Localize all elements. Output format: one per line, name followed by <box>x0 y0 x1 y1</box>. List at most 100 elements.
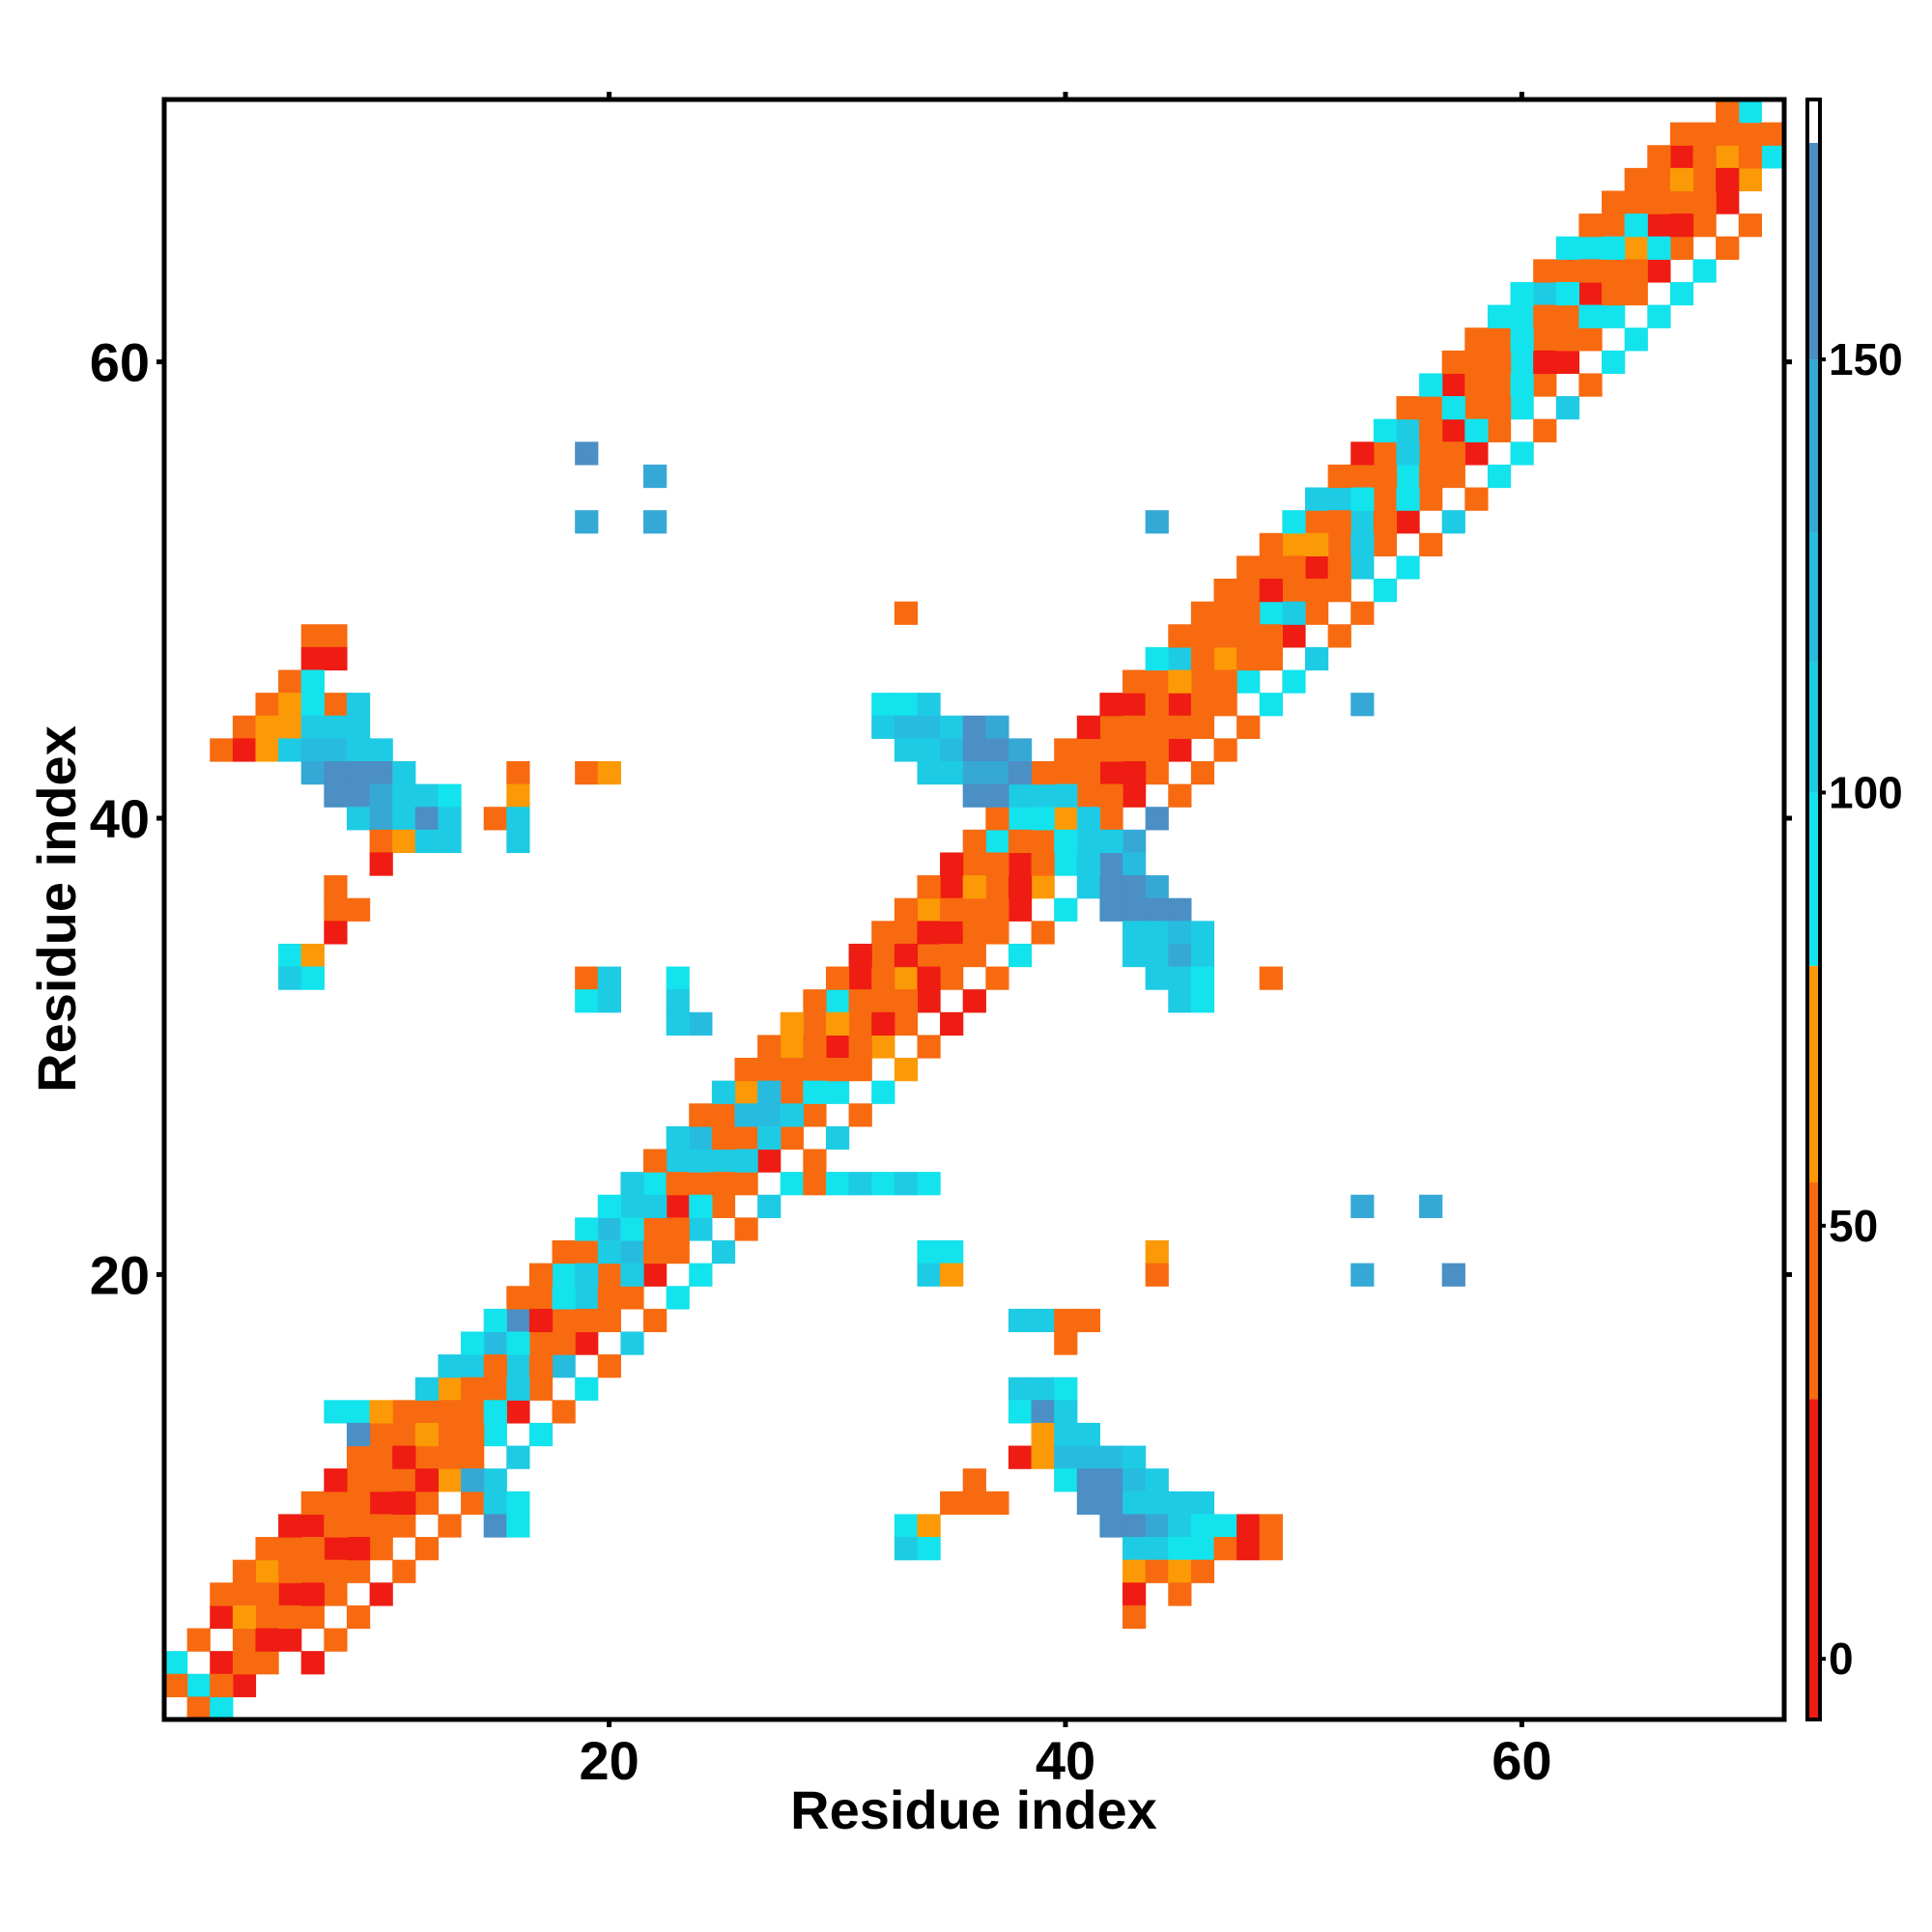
heatmap-cell <box>871 921 895 945</box>
y-tick-label-40: 40 <box>90 788 150 849</box>
heatmap-cell <box>1213 624 1237 648</box>
heatmap-cell <box>1602 190 1626 214</box>
heatmap-cell <box>1647 304 1671 328</box>
heatmap-cell <box>506 1286 530 1310</box>
heatmap-cell <box>1669 281 1694 306</box>
heatmap-cell <box>917 1035 941 1059</box>
heatmap-cell <box>1213 669 1237 694</box>
heatmap-cell <box>483 1468 507 1492</box>
heatmap-cell <box>1647 190 1671 214</box>
heatmap-cell <box>1602 281 1626 306</box>
heatmap-cell <box>1533 418 1557 442</box>
heatmap-cell <box>1464 418 1489 442</box>
heatmap-cell <box>1031 807 1055 831</box>
heatmap-cell <box>1122 1582 1147 1606</box>
heatmap-cell <box>1373 579 1398 603</box>
heatmap-cell <box>255 1605 279 1630</box>
heatmap-cell <box>1692 213 1717 238</box>
heatmap-cell <box>871 966 895 990</box>
colorbar-frame <box>1805 98 1822 1721</box>
heatmap-cell <box>1602 236 1626 260</box>
heatmap-cell <box>734 1217 758 1241</box>
heatmap-cell <box>1190 1537 1215 1561</box>
heatmap-cell <box>643 510 668 534</box>
heatmap-cell <box>894 1537 919 1561</box>
heatmap-cell <box>1054 807 1078 831</box>
heatmap-cell <box>825 989 850 1013</box>
heatmap-cell <box>528 1331 554 1355</box>
heatmap-cell <box>278 1514 302 1538</box>
heatmap-cell <box>1669 122 1694 146</box>
heatmap-cell <box>871 693 895 717</box>
heatmap-cell <box>506 1354 530 1378</box>
heatmap-cell <box>369 1537 393 1561</box>
heatmap-cell <box>894 921 919 945</box>
heatmap-cell <box>346 897 371 922</box>
heatmap-cell <box>210 1673 234 1697</box>
heatmap-cell <box>1282 510 1306 534</box>
heatmap-cell <box>871 1080 895 1104</box>
heatmap-cell <box>1076 760 1101 785</box>
heatmap-cell <box>1122 1514 1147 1538</box>
heatmap-cell <box>803 989 827 1013</box>
heatmap-cell <box>1419 1194 1443 1218</box>
heatmap-cell <box>1190 624 1215 648</box>
heatmap-cell <box>666 1011 690 1037</box>
heatmap-cell <box>1122 852 1147 876</box>
heatmap-cell <box>1076 1422 1101 1447</box>
heatmap-cell <box>1647 259 1671 283</box>
y-tick-label-20: 20 <box>90 1244 150 1305</box>
heatmap-cell <box>1122 1605 1147 1630</box>
heatmap-cell <box>894 1172 919 1196</box>
heatmap-cell <box>1350 441 1375 466</box>
heatmap-cell <box>1122 921 1147 945</box>
heatmap-cell <box>962 875 986 899</box>
heatmap-cell <box>1054 760 1078 785</box>
heatmap-cell <box>1533 373 1557 397</box>
y-axis-title: Residue index <box>26 725 87 1093</box>
heatmap-cell <box>803 1149 827 1173</box>
heatmap-cell <box>1419 464 1443 489</box>
heatmap-cell <box>461 1422 485 1447</box>
heatmap-cell <box>1692 259 1717 283</box>
heatmap-cell <box>461 1468 485 1492</box>
heatmap-cell <box>1624 236 1648 260</box>
heatmap-cell <box>643 1217 668 1241</box>
heatmap-cell <box>278 1537 302 1561</box>
heatmap-cell <box>1441 510 1465 534</box>
heatmap-cell <box>392 1514 416 1538</box>
heatmap-cell <box>848 943 872 968</box>
heatmap-cell <box>1031 1445 1055 1469</box>
heatmap-cell <box>1738 167 1762 192</box>
x-tick-label-40: 40 <box>1036 1730 1095 1791</box>
heatmap-cell <box>894 989 919 1013</box>
heatmap-cell <box>1441 441 1465 466</box>
heatmap-cell <box>803 1080 827 1104</box>
heatmap-cell <box>1738 145 1762 169</box>
heatmap-cell <box>414 829 440 854</box>
heatmap-cell <box>278 1559 302 1583</box>
heatmap-cell <box>1122 760 1147 785</box>
heatmap-cell <box>871 715 895 739</box>
heatmap-cell <box>1396 396 1420 420</box>
heatmap-cell <box>757 1058 781 1082</box>
heatmap-cell <box>506 1308 530 1333</box>
heatmap-cell <box>1076 1308 1101 1333</box>
heatmap-cell <box>346 760 371 785</box>
heatmap-cell <box>324 1537 348 1561</box>
heatmap-cell <box>1190 1514 1215 1538</box>
heatmap-cell <box>1122 1559 1147 1583</box>
heatmap-cell <box>324 760 348 785</box>
heatmap-cell <box>461 1331 485 1355</box>
heatmap-cell <box>1510 396 1534 420</box>
heatmap-cell <box>210 1696 234 1720</box>
heatmap-cell <box>917 1537 941 1561</box>
heatmap-cell <box>414 807 440 831</box>
heatmap-cell <box>392 783 416 808</box>
heatmap-cell <box>1145 875 1169 899</box>
heatmap-cell <box>940 715 964 739</box>
heatmap-cell <box>1008 1377 1033 1401</box>
heatmap-cell <box>1168 943 1192 968</box>
heatmap-cell <box>392 807 416 831</box>
heatmap-cell <box>483 1400 507 1424</box>
